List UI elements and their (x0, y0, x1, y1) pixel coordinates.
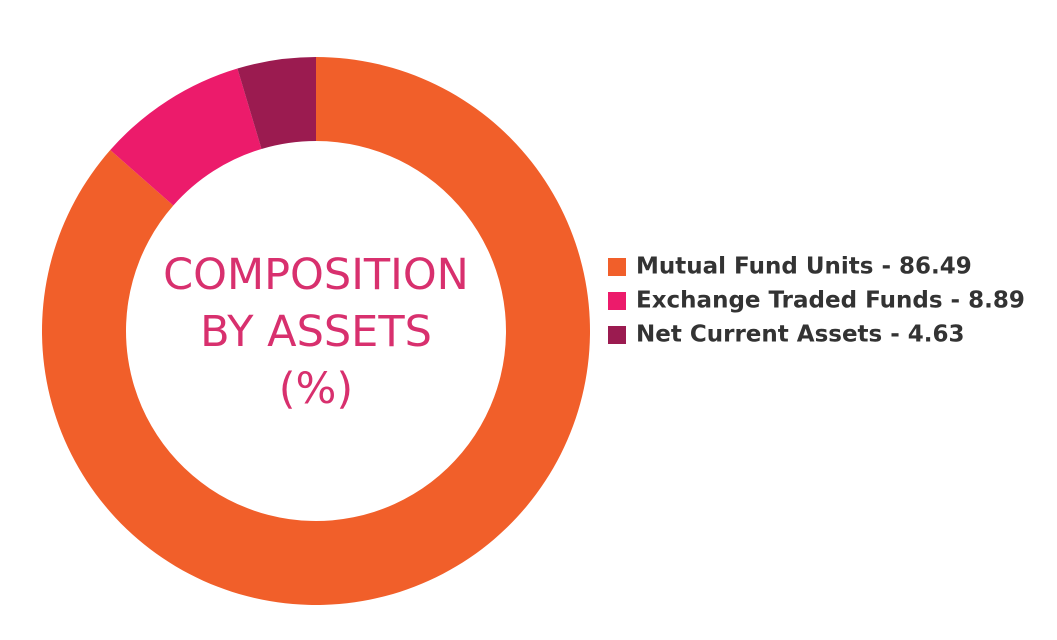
legend-label: Net Current Assets - 4.63 (636, 322, 965, 348)
title-line: BY ASSETS (200, 307, 432, 357)
legend-swatch (608, 258, 626, 276)
legend-swatch (608, 292, 626, 310)
donut-slice (41, 57, 591, 606)
chart-title: COMPOSITION BY ASSETS (%) (163, 250, 469, 414)
title-line: COMPOSITION (163, 250, 469, 300)
donut-slice (237, 57, 316, 149)
legend-swatch (608, 326, 626, 344)
legend-label: Mutual Fund Units - 86.49 (636, 254, 972, 280)
title-line: (%) (279, 364, 353, 414)
donut-slice (110, 68, 262, 206)
legend-label: Exchange Traded Funds - 8.89 (636, 288, 1025, 314)
